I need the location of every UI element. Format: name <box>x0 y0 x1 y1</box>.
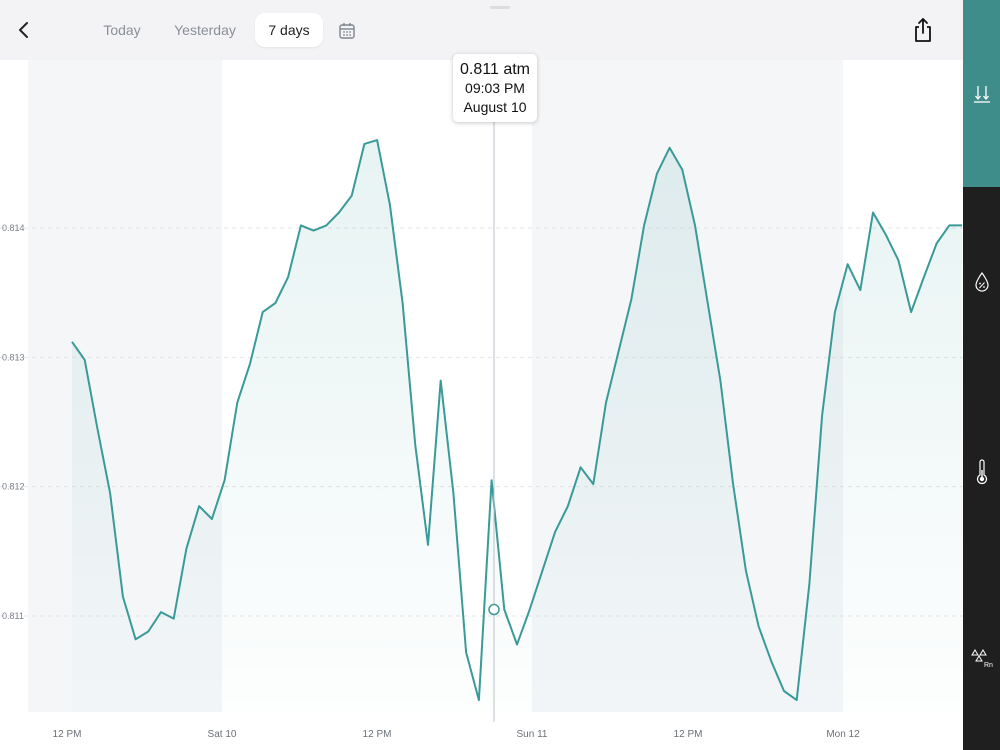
sidebar-item-pressure[interactable] <box>963 0 1000 187</box>
tooltip-time: 09:03 PM <box>465 80 525 96</box>
value-tooltip: 0.811 atm 09:03 PM August 10 <box>453 54 537 122</box>
x-tick-label: Sun 11 <box>517 729 548 740</box>
tab-today[interactable]: Today <box>103 22 141 38</box>
calendar-button[interactable] <box>336 20 358 42</box>
tooltip-date: August 10 <box>463 99 527 115</box>
thermometer-icon <box>976 459 987 485</box>
series-line <box>71 139 962 702</box>
radon-icon: Rn <box>970 649 993 669</box>
y-tick-label: 0.814 <box>2 223 25 233</box>
y-axis-ticks: 0.811 0.812 0.813 0.814 <box>2 223 25 621</box>
y-tick-label: 0.811 <box>2 611 24 621</box>
radon-label: Rn <box>984 662 993 669</box>
x-tick-label: Mon 12 <box>826 729 860 740</box>
x-axis-ticks: 12 PM Sat 10 12 PM Sun 11 12 PM Mon 12 <box>53 729 861 740</box>
x-tick-label: 12 PM <box>674 729 703 740</box>
series-area <box>72 140 962 713</box>
highlight-point[interactable] <box>488 603 500 616</box>
sidebar-item-humidity[interactable] <box>963 262 1000 302</box>
sidebar-item-radon[interactable]: Rn <box>963 640 1000 676</box>
chevron-left-icon <box>19 22 28 38</box>
back-button[interactable] <box>12 17 38 43</box>
calendar-icon <box>339 23 355 39</box>
humidity-icon <box>974 271 989 292</box>
y-tick-label: 0.812 <box>2 482 25 492</box>
x-tick-label: Sat 10 <box>208 729 237 740</box>
metric-sidebar: Rn <box>963 0 1000 750</box>
share-icon <box>915 18 931 42</box>
y-tick-label: 0.813 <box>2 352 25 362</box>
x-tick-label: 12 PM <box>363 729 392 740</box>
pressure-chart[interactable]: 0.811 0.812 0.813 0.814 12 PM Sat 10 12 PM Sun… <box>0 60 963 750</box>
tooltip-value: 0.811 atm <box>460 61 530 78</box>
tab-yesterday[interactable]: Yesterday <box>174 22 236 38</box>
pressure-icon <box>973 85 990 103</box>
top-bar: Today Yesterday 7 days <box>0 0 963 60</box>
share-button[interactable] <box>910 16 936 44</box>
grabber-handle[interactable] <box>490 6 510 9</box>
sidebar-item-temperature[interactable] <box>963 452 1000 492</box>
x-tick-label: 12 PM <box>53 729 82 740</box>
tab-7-days[interactable]: 7 days <box>255 13 323 47</box>
